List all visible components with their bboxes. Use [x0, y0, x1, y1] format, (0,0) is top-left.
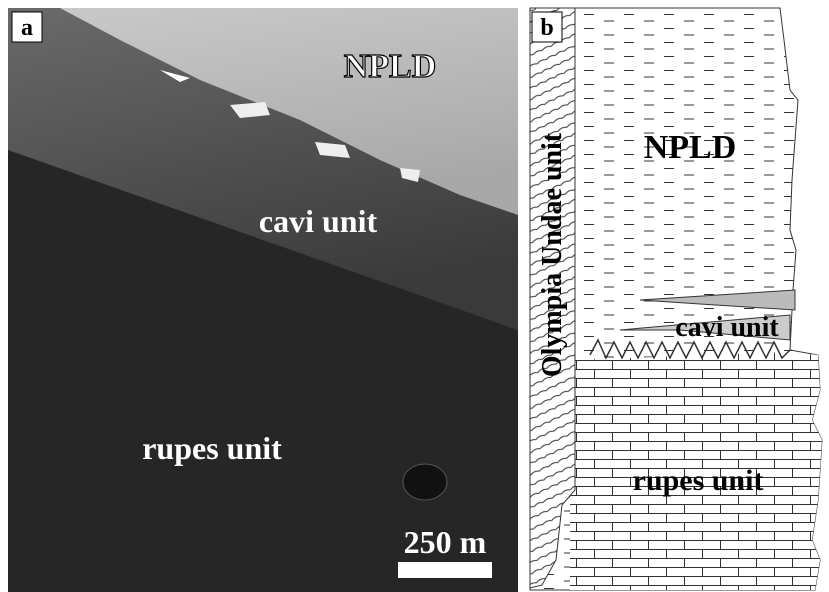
unit-label: NPLD [644, 129, 737, 166]
side-unit-label: Olympia Undae unit [537, 132, 568, 377]
unit-label: rupes unit [633, 464, 764, 497]
unit-label: rupes unit [142, 430, 282, 466]
figure: a NPLD cavi unit rupes unit 250 m b Olym… [0, 0, 829, 592]
panel-b: b Olympia Undae unit NPLD cavi unit rupe… [530, 8, 822, 590]
unit-label: NPLD [344, 48, 437, 85]
unit-label: cavi unit [259, 203, 378, 239]
panel-a: a NPLD cavi unit rupes unit 250 m [8, 8, 518, 592]
scale-bar [398, 562, 492, 578]
unit-label: cavi unit [675, 312, 779, 343]
crater [403, 464, 447, 500]
scale-bar-label: 250 m [404, 524, 487, 560]
panel-label: b [540, 15, 553, 41]
panel-label: a [21, 15, 33, 41]
